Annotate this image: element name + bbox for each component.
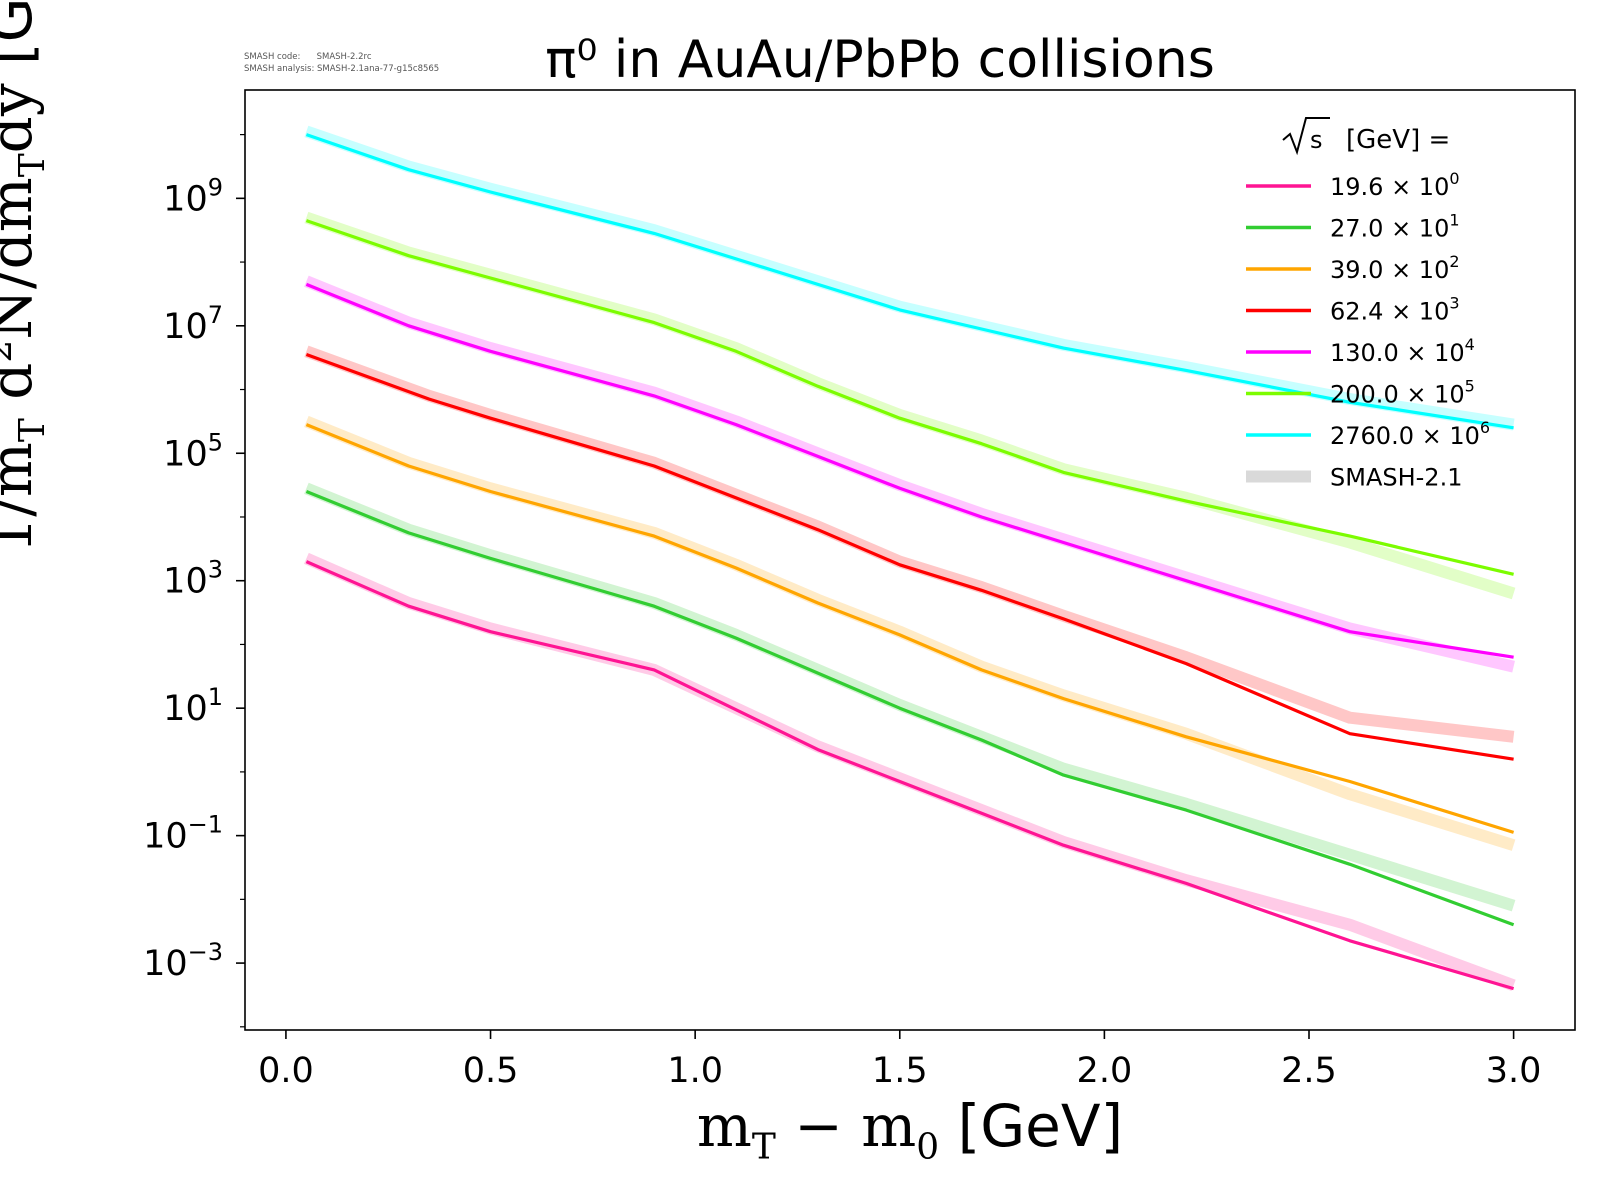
legend-label-4: 62.4 × 103 — [1330, 294, 1460, 326]
x-tick-label: 1.0 — [667, 1051, 723, 1091]
y-tick-label: 105 — [163, 428, 223, 474]
legend-label-7: 2760.0 × 106 — [1330, 418, 1490, 450]
reference-line-7 — [304, 125, 1515, 431]
legend-title-root: s — [1310, 126, 1323, 154]
series-line-7 — [305, 133, 1514, 430]
y-tick-label: 10−1 — [143, 811, 223, 857]
legend-label-6: 200.0 × 105 — [1330, 377, 1475, 409]
reference-line-5 — [304, 275, 1515, 673]
reference-series-group — [304, 125, 1516, 992]
data-series-group — [305, 133, 1515, 991]
smash-analysis-note: SMASH analysis: SMASH-2.1ana-77-g15c8565 — [244, 64, 440, 74]
series-line-5 — [305, 282, 1514, 659]
legend-label-1: 19.6 × 100 — [1330, 169, 1460, 201]
legend-label-2: 27.0 × 101 — [1330, 211, 1460, 243]
x-axis-label: mT − m0 [GeV] — [696, 1092, 1124, 1168]
x-tick-label: 0.5 — [463, 1051, 519, 1091]
y-axis-label: 1/mT d2N/dmTdy [GeV−2] — [0, 0, 53, 554]
x-axis-ticks: 0.0 0.5 1.0 1.5 2.0 2.5 3.0 — [258, 1030, 1541, 1091]
reference-line-1 — [304, 552, 1516, 992]
series-line-4 — [305, 352, 1514, 761]
x-tick-label: 2.5 — [1281, 1051, 1337, 1091]
reference-line-4 — [304, 345, 1515, 743]
x-tick-label: 2.0 — [1077, 1051, 1133, 1091]
series-line-6 — [305, 219, 1514, 576]
series-line-3 — [305, 423, 1515, 834]
legend-label-3: 39.0 × 102 — [1330, 252, 1460, 284]
legend-title: [GeV] = — [1346, 125, 1450, 155]
x-tick-label: 3.0 — [1486, 1051, 1542, 1091]
plot-frame — [244, 89, 1576, 1031]
y-axis-ticks: 10−3 10−1 101 103 105 107 109 — [143, 134, 245, 1028]
y-tick-label: 10−3 — [143, 938, 223, 984]
series-line-2 — [305, 490, 1515, 927]
reference-line-2 — [304, 482, 1516, 912]
chart-title: π⁰ in AuAu/PbPb collisions — [545, 30, 1215, 90]
legend: s [GeV] = 19.6 × 100 27.0 × 101 39.0 × 102 62… — [1246, 117, 1490, 492]
y-tick-label: 107 — [163, 301, 223, 347]
y-tick-label: 109 — [163, 173, 223, 219]
series-line-1 — [305, 560, 1515, 991]
legend-label-smash: SMASH-2.1 — [1330, 464, 1462, 492]
x-tick-label: 0.0 — [258, 1051, 314, 1091]
x-tick-label: 1.5 — [872, 1051, 928, 1091]
legend-label-5: 130.0 × 104 — [1330, 335, 1475, 367]
y-tick-label: 103 — [163, 556, 223, 602]
sqrt-symbol — [1282, 117, 1330, 156]
y-tick-label: 101 — [163, 683, 223, 729]
smash-code-note: SMASH code: SMASH-2.2rc — [244, 52, 372, 62]
